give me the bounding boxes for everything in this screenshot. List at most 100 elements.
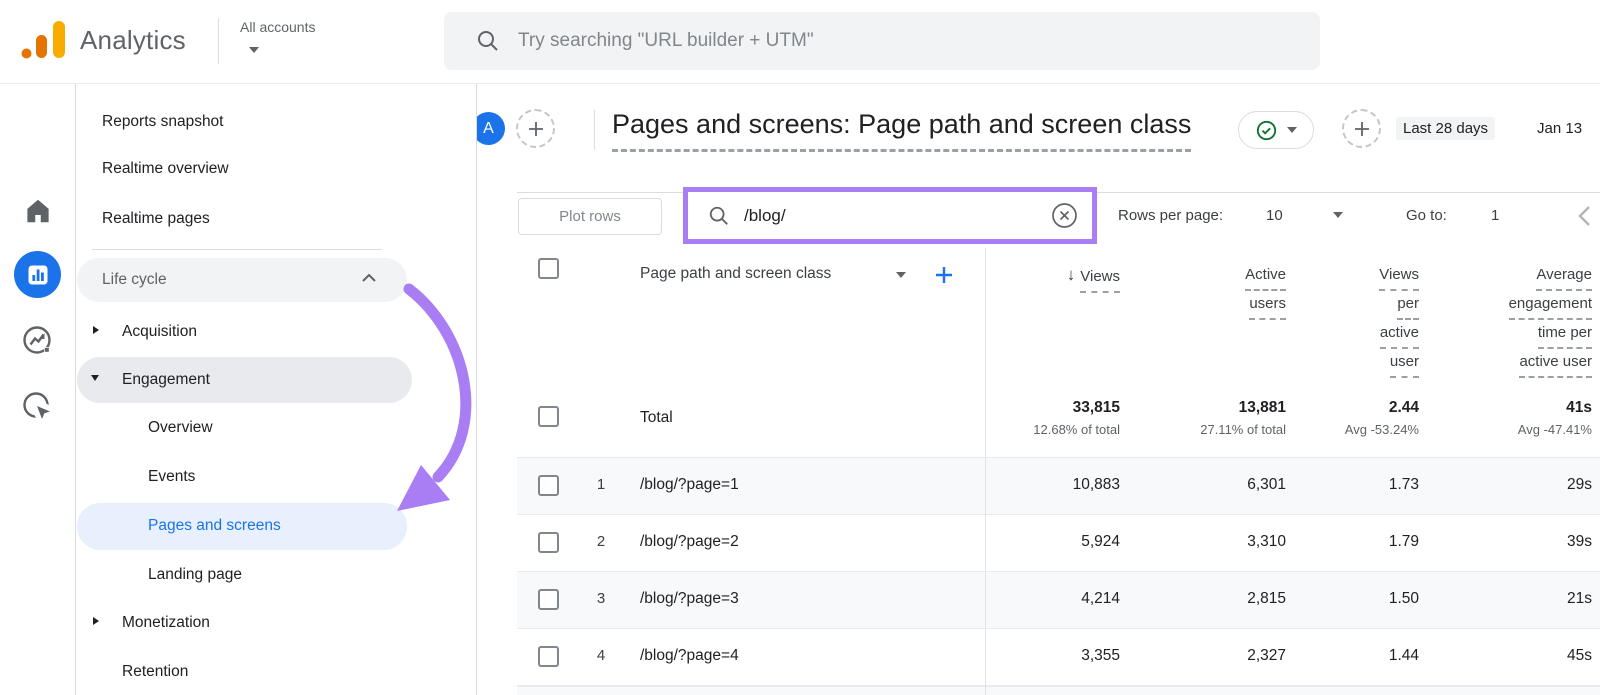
property-avatar[interactable]: A [472, 112, 505, 145]
date-range-picker[interactable]: Last 28 days [1396, 117, 1496, 140]
sidebar-item-overview[interactable]: Overview [148, 419, 213, 436]
header-divider [594, 110, 595, 150]
rows-per-page-value[interactable]: 10 [1266, 207, 1283, 224]
prev-page-chevron-icon[interactable] [1578, 205, 1591, 227]
table-row[interactable]: 2 /blog/?page=2 5,924 3,310 1.79 39s [517, 515, 1600, 572]
row-page-path: /blog/?page=4 [640, 647, 739, 664]
sidebar-item-engagement[interactable]: Engagement [122, 371, 210, 388]
reports-nav-active[interactable] [14, 251, 61, 298]
column-header-avg-engagement-time[interactable]: Average engagement time per active user [1508, 262, 1592, 378]
row-views: 10,883 [1072, 476, 1120, 493]
dimension-caret-icon[interactable] [896, 272, 906, 278]
acquisition-expand-icon[interactable] [93, 326, 99, 334]
search-icon [476, 29, 500, 53]
row-engagement: 45s [1567, 647, 1592, 664]
global-search-input[interactable]: Try searching "URL builder + UTM" [444, 12, 1320, 70]
rows-per-page-caret-icon[interactable] [1333, 212, 1343, 218]
advertising-icon[interactable] [21, 390, 55, 424]
engagement-collapse-icon[interactable] [91, 375, 99, 381]
table-column-separator [985, 248, 986, 695]
row-page-path: /blog/?page=3 [640, 590, 739, 607]
reports-sidebar: Reports snapshot Realtime overview Realt… [76, 84, 477, 695]
add-comparison-button[interactable] [516, 109, 555, 148]
row-checkbox[interactable] [538, 646, 559, 667]
bar-chart-icon [28, 265, 47, 284]
table-row[interactable]: 1 /blog/?page=1 10,883 6,301 1.73 29s [517, 458, 1600, 515]
clear-filter-icon[interactable] [1051, 202, 1078, 229]
search-placeholder: Try searching "URL builder + UTM" [518, 30, 814, 51]
row-checkbox[interactable] [538, 475, 559, 496]
check-circle-icon [1256, 120, 1276, 140]
nav-rail [0, 84, 76, 695]
analytics-logo-icon[interactable] [20, 20, 68, 62]
column-header-views[interactable]: ↓ Views [1067, 262, 1120, 293]
plot-rows-button[interactable]: Plot rows [518, 198, 662, 235]
sidebar-item-acquisition[interactable]: Acquisition [122, 323, 197, 340]
column-header-active-users[interactable]: Active users [1245, 262, 1286, 320]
app-topbar: Analytics All accounts Try searching "UR… [0, 0, 1600, 84]
table-search-filter[interactable]: /blog/ [683, 187, 1097, 244]
row-rank: 2 [596, 533, 606, 550]
row-rank: 4 [596, 647, 606, 664]
data-quality-caret-icon [1286, 127, 1297, 133]
total-row-checkbox[interactable] [538, 406, 559, 427]
data-quality-button[interactable] [1238, 111, 1314, 149]
life-cycle-label: Life cycle [102, 271, 167, 288]
column-header-views-per-active-user[interactable]: Views per active user [1379, 262, 1419, 378]
add-dimension-icon[interactable] [933, 264, 955, 286]
row-views-per-user: 1.50 [1388, 590, 1419, 607]
sidebar-item-retention[interactable]: Retention [122, 663, 189, 680]
sidebar-item-reports-snapshot[interactable]: Reports snapshot [102, 113, 224, 130]
life-cycle-section-header[interactable] [77, 258, 407, 302]
total-label: Total [640, 409, 673, 426]
home-icon[interactable] [23, 196, 53, 226]
plus-icon [1354, 121, 1369, 136]
explore-icon[interactable] [21, 324, 54, 357]
row-active-users: 2,815 [1247, 590, 1286, 607]
report-title[interactable]: Pages and screens: Page path and screen … [612, 109, 1192, 152]
collapse-chevron-icon[interactable] [362, 274, 376, 282]
row-checkbox[interactable] [538, 532, 559, 553]
go-to-label: Go to: [1406, 207, 1447, 224]
total-active-users: 13,881 27.11% of total [1200, 399, 1286, 437]
sidebar-item-landing-page[interactable]: Landing page [148, 566, 242, 583]
row-engagement: 29s [1567, 476, 1592, 493]
sidebar-item-realtime-pages[interactable]: Realtime pages [102, 210, 210, 227]
sort-desc-icon: ↓ [1066, 265, 1076, 284]
account-picker[interactable]: All accounts [240, 19, 316, 35]
sidebar-item-monetization[interactable]: Monetization [122, 614, 210, 631]
sidebar-item-pages-and-screens[interactable]: Pages and screens [148, 517, 281, 534]
row-page-path: /blog/?page=2 [640, 533, 739, 550]
search-icon [708, 205, 730, 227]
select-all-checkbox[interactable] [538, 258, 559, 279]
engagement-section-pill[interactable] [77, 357, 412, 403]
row-active-users: 6,301 [1247, 476, 1286, 493]
share-report-button[interactable] [1342, 109, 1381, 148]
dimension-header[interactable]: Page path and screen class [640, 265, 832, 282]
row-views-per-user: 1.73 [1388, 476, 1419, 493]
table-row[interactable]: 3 /blog/?page=3 4,214 2,815 1.50 21s [517, 572, 1600, 629]
topbar-divider [218, 18, 219, 64]
table-row[interactable]: 4 /blog/?page=4 3,355 2,327 1.44 45s [517, 629, 1600, 686]
row-views-per-user: 1.44 [1388, 647, 1419, 664]
row-rank: 3 [596, 590, 606, 607]
row-checkbox[interactable] [538, 589, 559, 610]
date-range-value[interactable]: Jan 13 [1537, 120, 1583, 137]
plus-icon [528, 121, 543, 136]
total-engagement: 41s Avg -47.41% [1517, 399, 1592, 437]
row-active-users: 2,327 [1247, 647, 1286, 664]
sidebar-item-realtime-overview[interactable]: Realtime overview [102, 160, 229, 177]
row-views-per-user: 1.79 [1388, 533, 1419, 550]
row-views: 4,214 [1081, 590, 1120, 607]
go-to-value[interactable]: 1 [1491, 207, 1500, 224]
sidebar-item-events[interactable]: Events [148, 468, 196, 485]
table-total-row: Total 33,815 12.68% of total 13,881 27.11%… [517, 385, 1600, 458]
total-views-per-user: 2.44 Avg -53.24% [1344, 399, 1419, 437]
row-engagement: 39s [1567, 533, 1592, 550]
monetization-expand-icon[interactable] [93, 617, 99, 625]
pages-and-screens-active-pill[interactable] [77, 503, 407, 550]
row-active-users: 3,310 [1247, 533, 1286, 550]
brand-title: Analytics [80, 25, 186, 55]
account-caret-icon[interactable] [249, 47, 259, 53]
